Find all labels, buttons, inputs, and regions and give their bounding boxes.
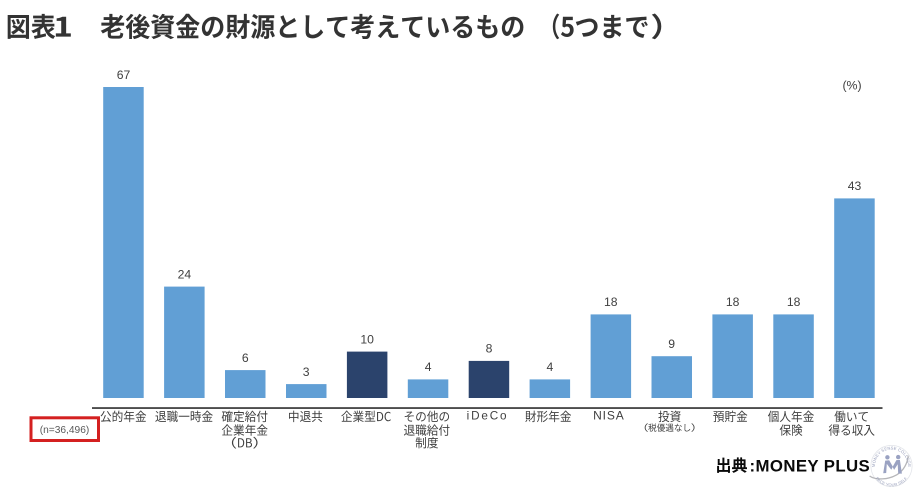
svg-text:18: 18 xyxy=(726,295,740,309)
svg-text:10: 10 xyxy=(360,332,374,346)
svg-text:43: 43 xyxy=(848,179,862,193)
svg-text:6: 6 xyxy=(242,351,249,365)
svg-text:NISA: NISA xyxy=(593,409,625,423)
svg-text:24: 24 xyxy=(178,267,192,281)
svg-text:4: 4 xyxy=(425,360,432,374)
svg-text:67: 67 xyxy=(117,68,131,82)
svg-text:(n=36,496): (n=36,496) xyxy=(40,425,90,436)
svg-text:(%): (%) xyxy=(842,79,861,93)
svg-text:9: 9 xyxy=(668,337,675,351)
svg-text:18: 18 xyxy=(604,295,618,309)
svg-text::MONEY PLUS: :MONEY PLUS xyxy=(750,456,871,475)
svg-text:3: 3 xyxy=(303,365,310,379)
svg-text:8: 8 xyxy=(486,342,493,356)
svg-text:18: 18 xyxy=(787,295,801,309)
svg-text:iDeCo: iDeCo xyxy=(467,410,509,423)
svg-text:4: 4 xyxy=(547,360,554,374)
